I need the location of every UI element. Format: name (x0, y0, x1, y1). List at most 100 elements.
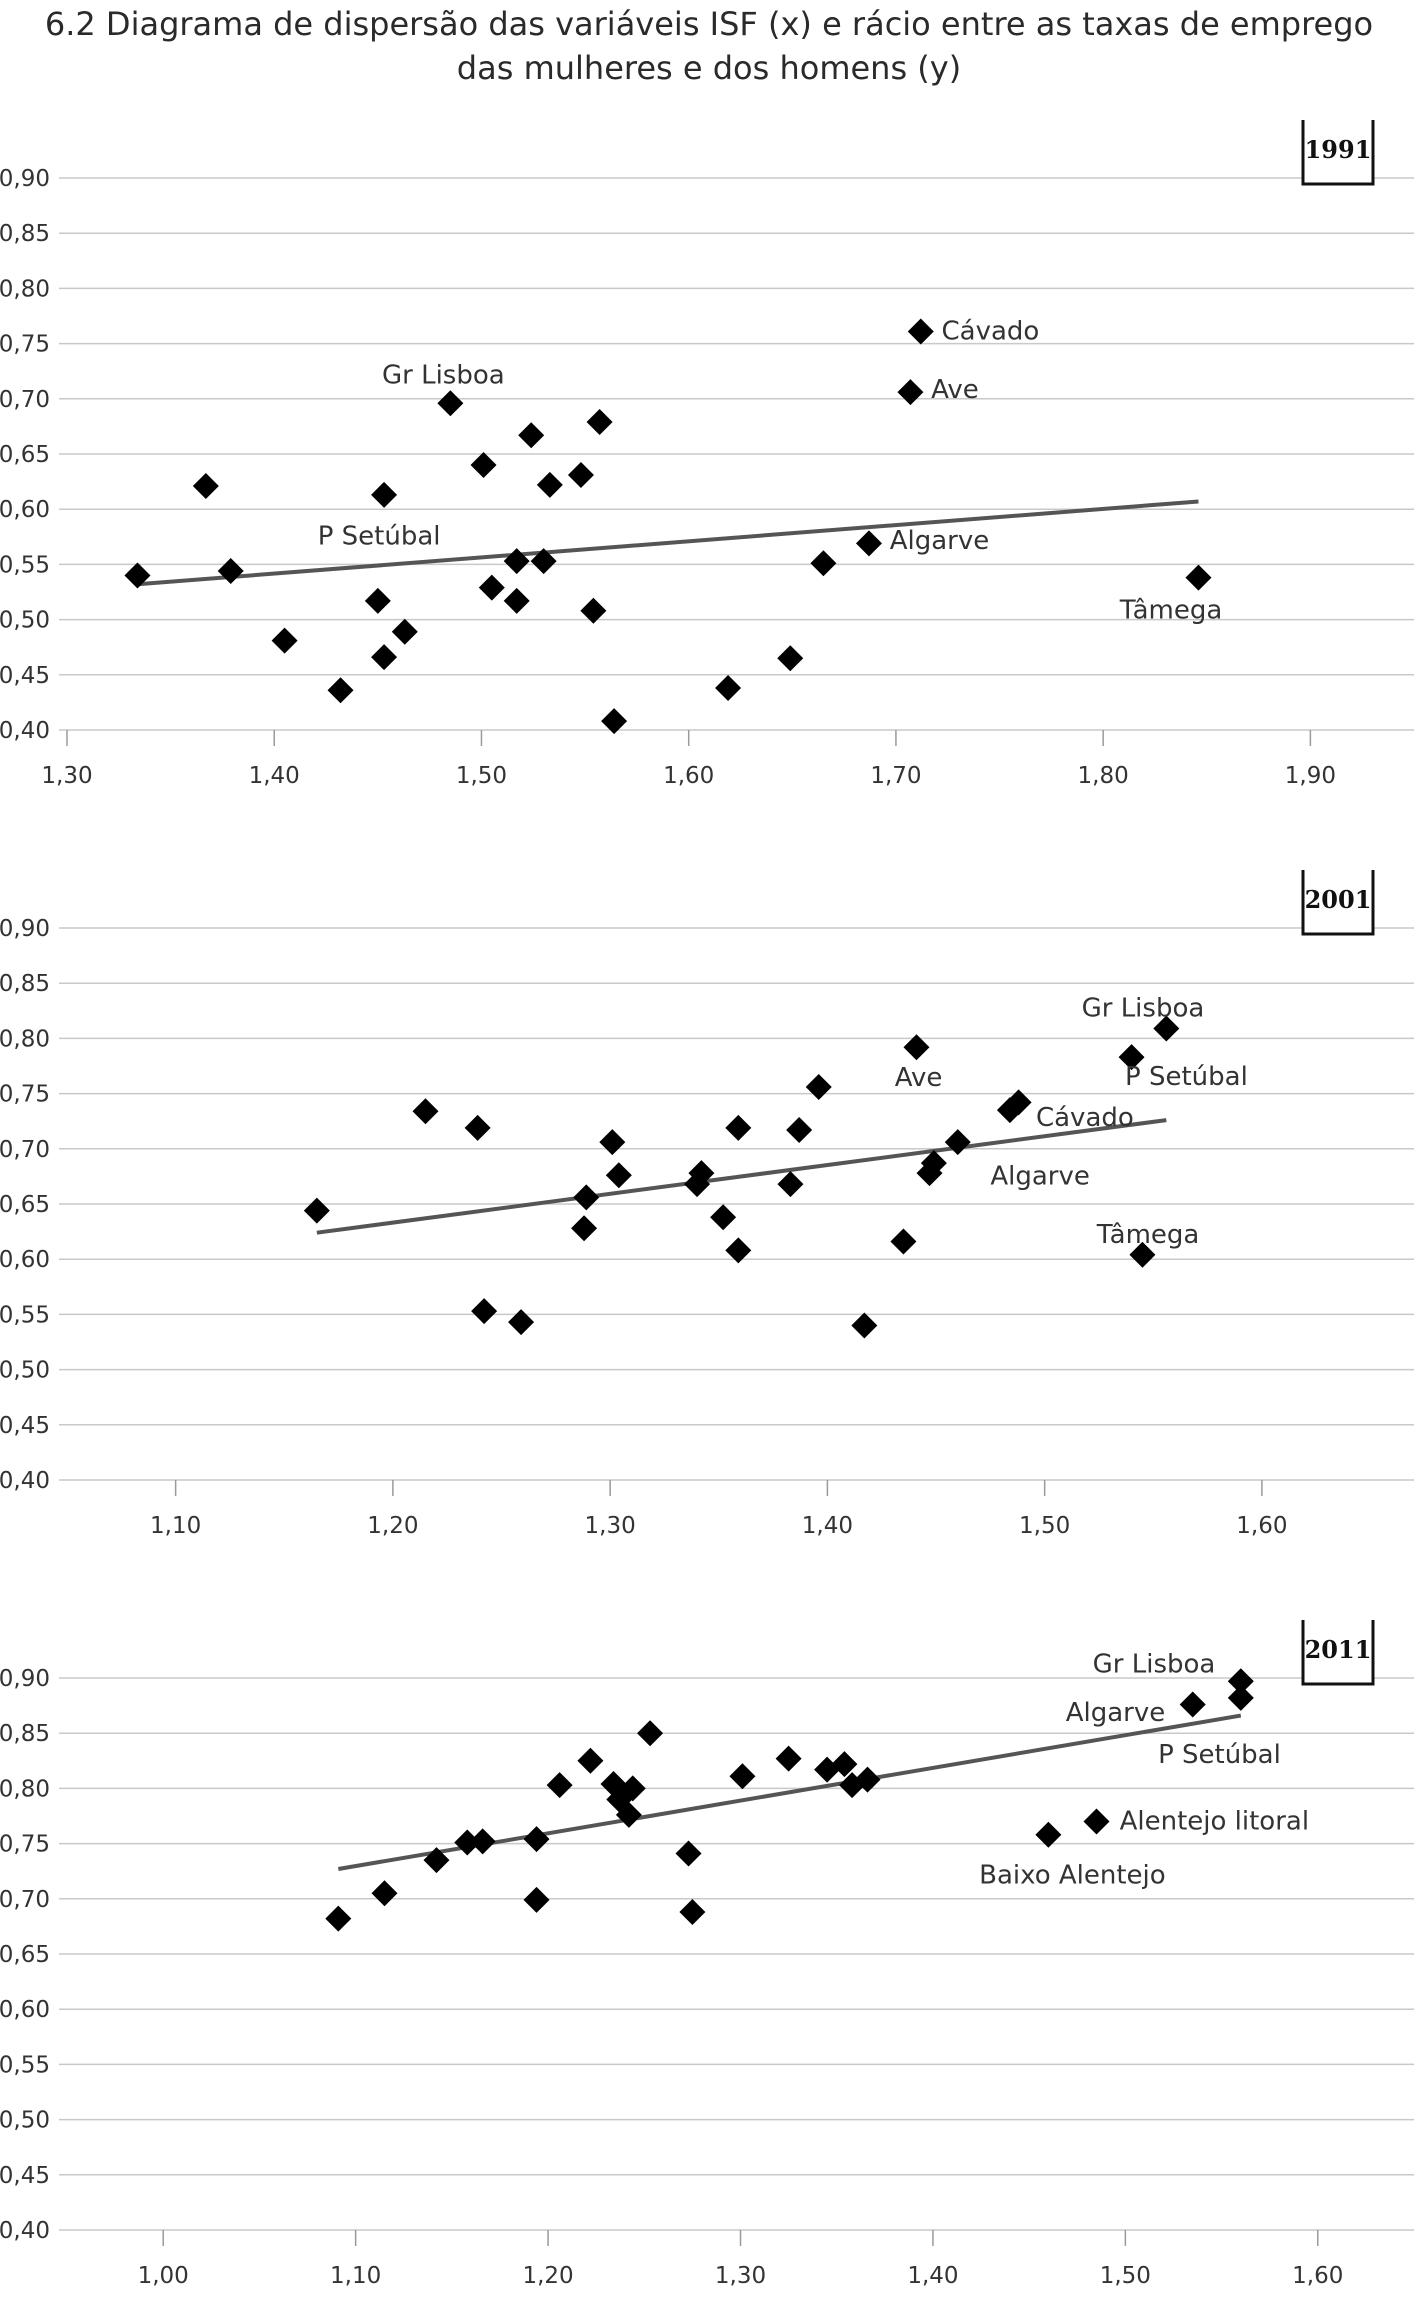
data-point (777, 645, 804, 672)
data-point (729, 1763, 756, 1790)
y-tick-label: 0,40 (0, 1468, 50, 1494)
y-tick-label: 0,90 (0, 1666, 50, 1692)
x-tick-label: 1,80 (1078, 763, 1129, 789)
scatter-panel-2011: 0,40 0,45 0,50 0,55 0,60 0,65 0,70 0,75 0,80 0,85… (0, 1620, 1418, 2320)
scatter-panel-2001: 0,40 0,45 0,50 0,55 0,60 0,65 0,70 0,75 0,80 0,85… (0, 870, 1418, 1570)
scatter-chart-2001: 0,40 0,45 0,50 0,55 0,60 0,65 0,70 0,75 0,80 0,85… (0, 870, 1414, 1539)
data-point (454, 1829, 481, 1856)
data-point (412, 1098, 439, 1125)
y-tick-label: 0,40 (0, 2218, 50, 2244)
point-label: Cávado (942, 316, 1040, 346)
data-point (715, 675, 742, 702)
y-tick-label: 0,85 (0, 221, 50, 247)
y-tick-label: 0,80 (0, 276, 50, 302)
y-tick-label: 0,50 (0, 608, 50, 634)
scatter-chart-1991: 0,40 0,45 0,50 0,55 0,60 0,65 0,70 0,75 0,80 0,85… (0, 120, 1414, 789)
point-label: Alentejo litoral (1120, 1806, 1309, 1836)
data-point (775, 1745, 802, 1772)
data-point (805, 1073, 832, 1100)
data-point (619, 1775, 646, 1802)
data-point (777, 1171, 804, 1198)
y-tick-label: 0,75 (0, 332, 50, 358)
figure-title-line-2: das mulheres e dos homens (y) (456, 49, 962, 87)
x-tick-label: 1,50 (1019, 1513, 1070, 1539)
point-label: P Setúbal (1158, 1740, 1281, 1770)
point-label: Ave (931, 375, 979, 405)
data-point (508, 1309, 535, 1336)
data-point (1227, 1668, 1254, 1695)
y-tick-label: 0,65 (0, 1942, 50, 1968)
data-point (471, 1298, 498, 1325)
data-point (437, 390, 464, 417)
data-point (327, 677, 354, 704)
data-point (567, 461, 594, 488)
data-point (464, 1114, 491, 1141)
data-point (601, 708, 628, 735)
point-label: Algarve (990, 1161, 1090, 1191)
data-point (192, 473, 219, 500)
y-tick-label: 0,80 (0, 1026, 50, 1052)
point-label: Tâmega (1119, 596, 1223, 626)
scatter-chart-2011: 0,40 0,45 0,50 0,55 0,60 0,65 0,70 0,75 0,80 0,85… (0, 1620, 1414, 2289)
data-point (814, 1756, 841, 1783)
data-point (371, 1880, 398, 1907)
data-point (470, 452, 497, 479)
y-tick-label: 0,90 (0, 166, 50, 192)
x-tick-label: 1,70 (870, 763, 921, 789)
data-point (1118, 1044, 1145, 1071)
year-label: 2011 (1305, 1635, 1372, 1664)
data-point (688, 1160, 715, 1187)
point-label: Gr Lisboa (382, 361, 505, 391)
y-tick-label: 0,60 (0, 1247, 50, 1273)
x-tick-label: 1,40 (802, 1513, 853, 1539)
data-point (217, 558, 244, 585)
y-tick-label: 0,70 (0, 1137, 50, 1163)
y-tick-label: 0,45 (0, 1413, 50, 1439)
y-tick-label: 0,55 (0, 2052, 50, 2078)
point-label: Ave (895, 1063, 943, 1093)
x-tick-label: 1,30 (715, 2263, 766, 2289)
x-tick-label: 1,50 (456, 763, 507, 789)
year-label: 1991 (1305, 135, 1372, 164)
x-tick-label: 1,40 (907, 2263, 958, 2289)
scatter-panel-1991: 0,40 0,45 0,50 0,55 0,60 0,65 0,70 0,75 0,80 0,85… (0, 120, 1418, 820)
data-point (124, 562, 151, 589)
data-point (684, 1171, 711, 1198)
data-point (600, 1770, 627, 1797)
data-point (615, 1801, 642, 1828)
data-point (580, 597, 607, 624)
x-tick-label: 1,30 (41, 763, 92, 789)
data-point (371, 644, 398, 671)
data-point (1185, 564, 1212, 591)
data-point (1083, 1808, 1110, 1835)
trend-line (316, 1118, 1167, 1235)
data-point (903, 1034, 930, 1061)
data-point (810, 550, 837, 577)
x-tick-label: 1,60 (1292, 2263, 1343, 2289)
data-point (637, 1720, 664, 1747)
data-point (503, 587, 530, 614)
data-point (855, 530, 882, 557)
data-point (725, 1237, 752, 1264)
x-tick-label: 1,60 (1236, 1513, 1287, 1539)
data-point (586, 408, 613, 435)
y-tick-label: 0,80 (0, 1776, 50, 1802)
data-point (1035, 1821, 1062, 1848)
data-point (675, 1840, 702, 1867)
data-point (907, 318, 934, 345)
point-label: Algarve (890, 526, 990, 556)
data-point (599, 1129, 626, 1156)
data-point (518, 422, 545, 449)
point-label: Algarve (1066, 1698, 1166, 1728)
data-point (303, 1197, 330, 1224)
year-box (1301, 1620, 1375, 1686)
data-point (371, 481, 398, 508)
y-tick-label: 0,75 (0, 1082, 50, 1108)
x-tick-label: 1,40 (249, 763, 300, 789)
y-tick-label: 0,90 (0, 916, 50, 942)
data-point (1129, 1241, 1156, 1268)
y-tick-label: 0,55 (0, 552, 50, 578)
data-point (271, 627, 298, 654)
data-point (573, 1184, 600, 1211)
data-point (423, 1847, 450, 1874)
